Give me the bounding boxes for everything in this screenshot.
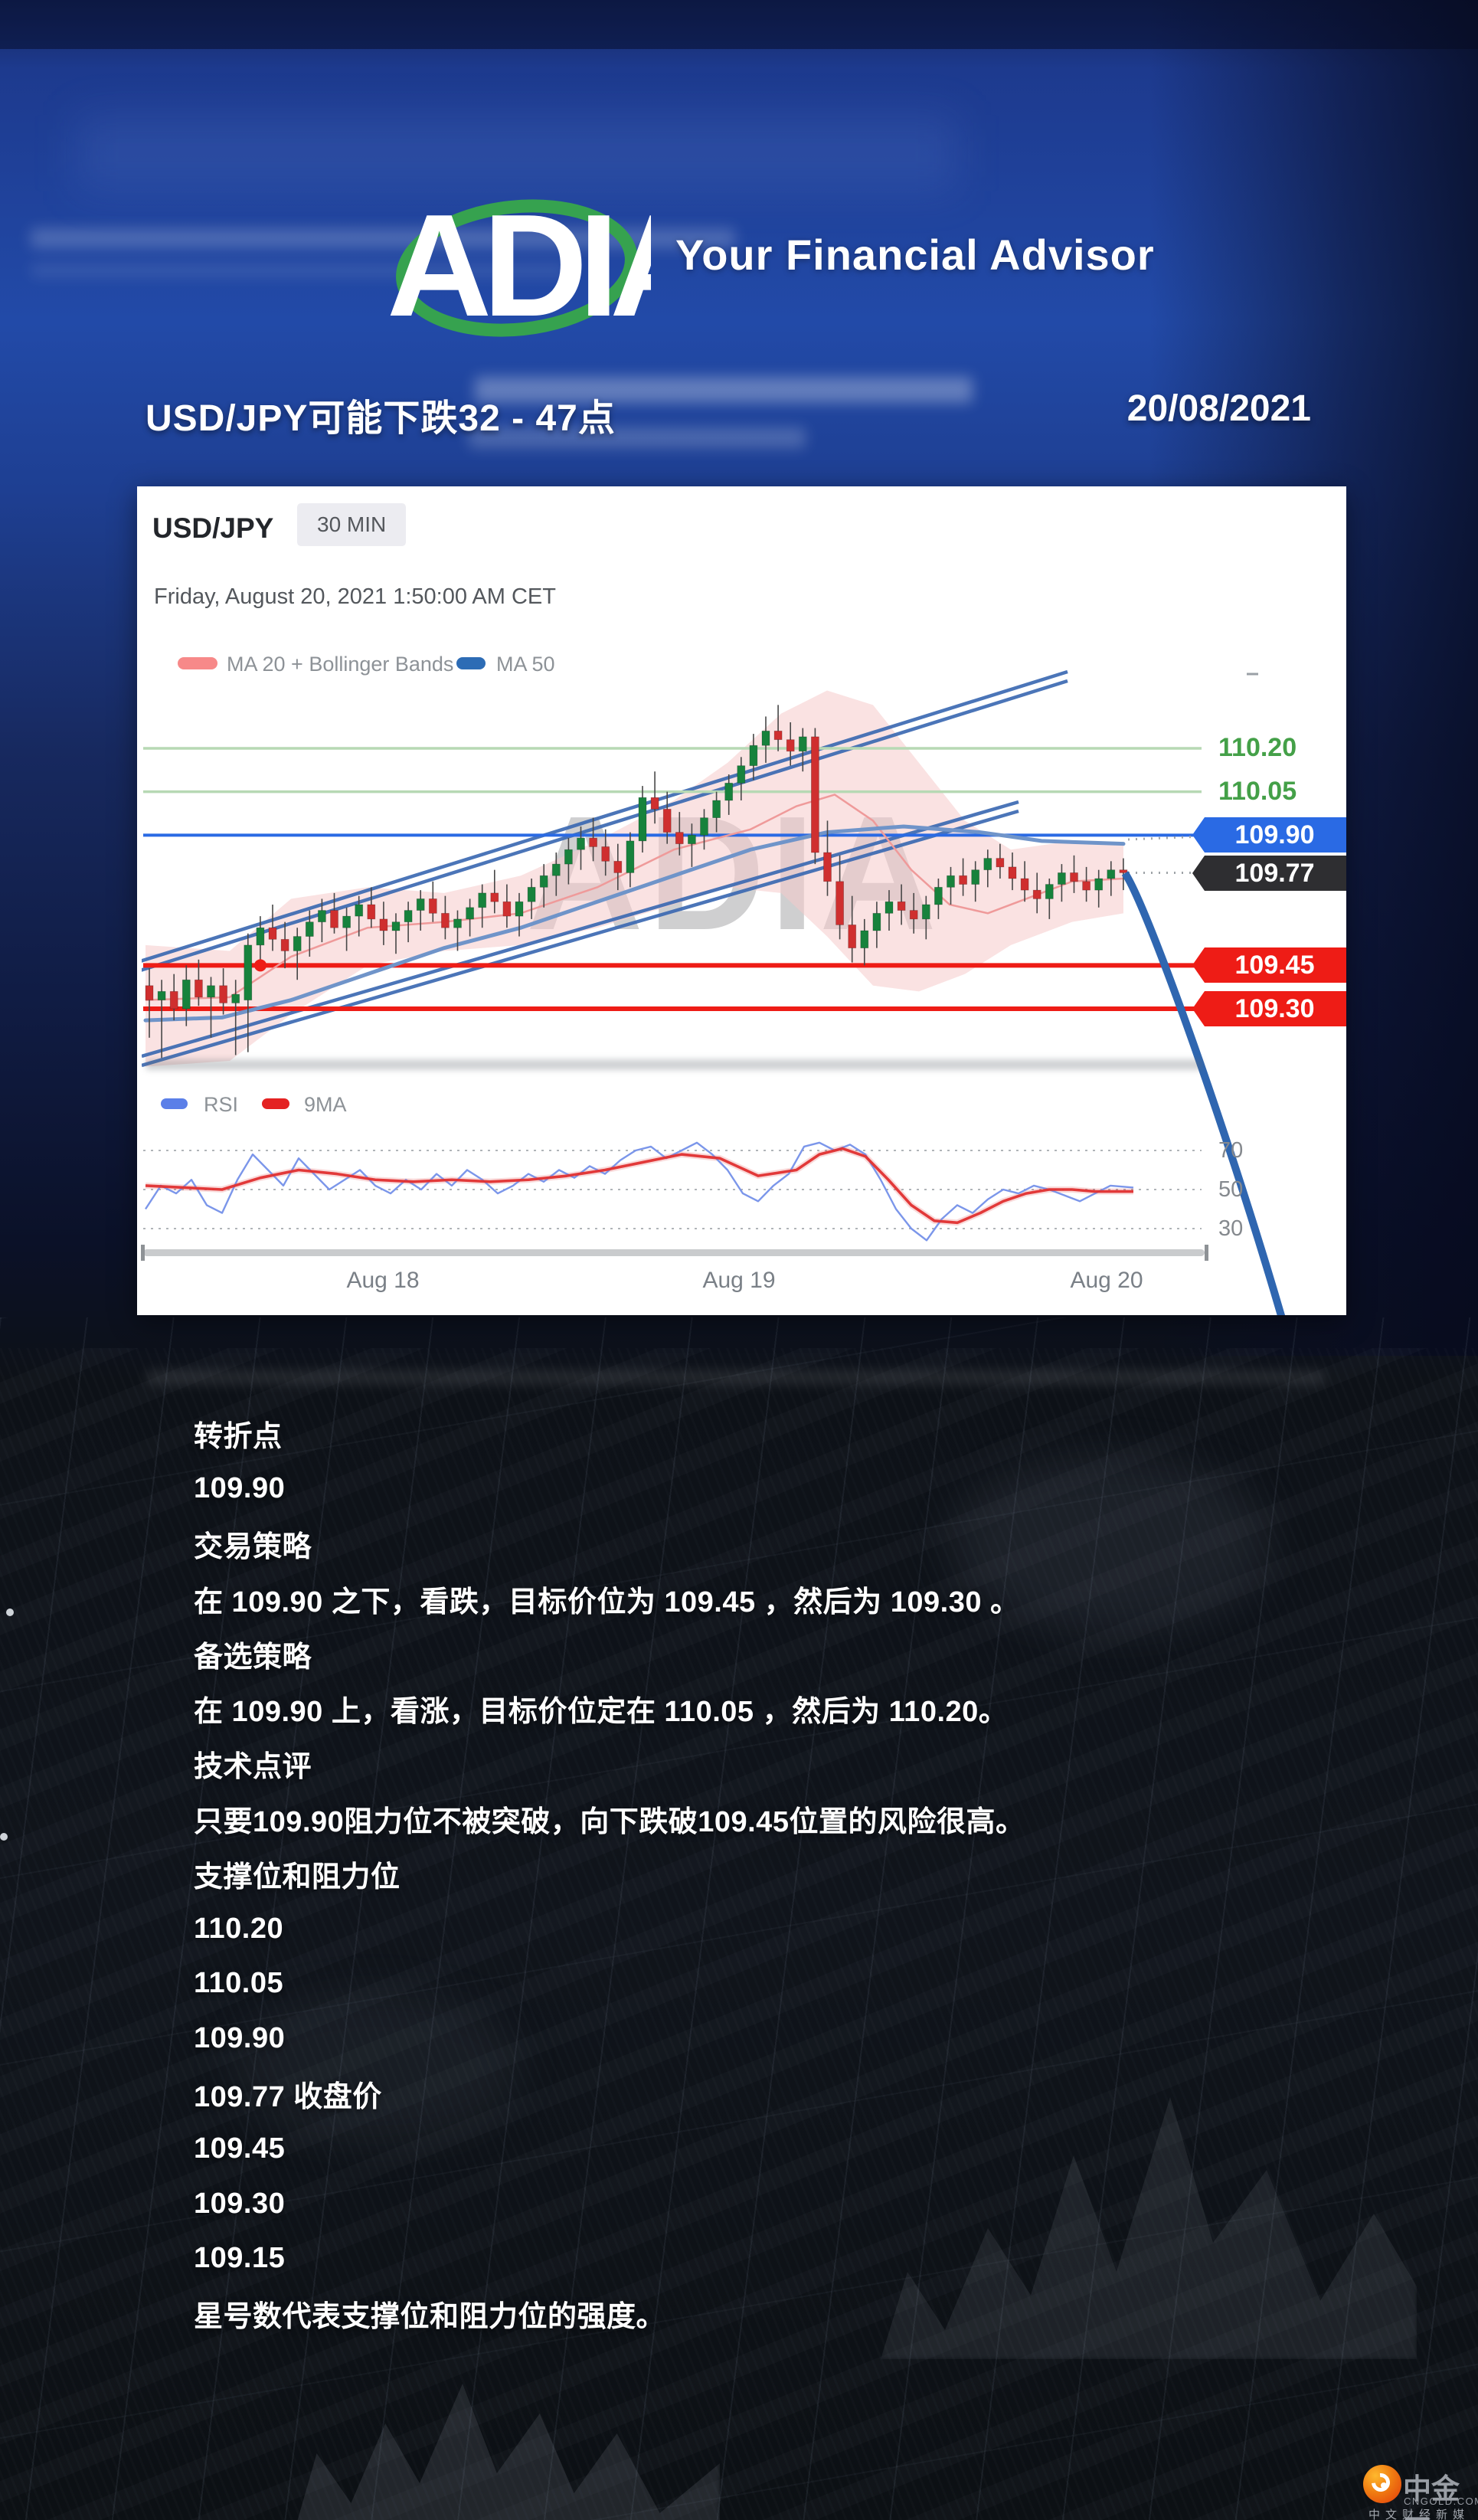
- ma50-legend-swatch: [456, 657, 486, 669]
- background-top-strip: [0, 0, 1478, 49]
- chart-timestamp: Friday, August 20, 2021 1:50:00 AM CET: [154, 584, 556, 609]
- chart-card: ADIA USD/JPY 30 MIN Friday, August 20, 2…: [137, 486, 1346, 1315]
- x-axis-label-aug19: Aug 19: [702, 1268, 776, 1293]
- page-title: USD/JPY可能下跌32 - 47点: [146, 398, 616, 439]
- cngold-tagline: 中文财经新媒体: [1368, 2509, 1470, 2520]
- analysis-line: 109.90: [194, 1472, 286, 1505]
- analysis-line: 109.45: [194, 2132, 286, 2165]
- rsi-ma-legend-label: 9MA: [304, 1093, 347, 1116]
- x-axis-label-aug18: Aug 18: [346, 1268, 420, 1293]
- analysis-line: 109.90: [194, 2022, 286, 2055]
- rsi-level-30: 30: [1218, 1216, 1244, 1241]
- analysis-line: 109.15: [194, 2242, 286, 2275]
- ma20-legend-swatch: [178, 657, 217, 669]
- background-dot: [6, 1609, 14, 1616]
- analysis-line: 110.05: [194, 1967, 284, 2000]
- scrollbar-left-handle[interactable]: [141, 1245, 145, 1261]
- analysis-line: 支撑位和阻力位: [194, 1861, 401, 1893]
- background-chart-silhouette: [291, 2384, 720, 2520]
- scrollbar-right-handle[interactable]: [1205, 1245, 1208, 1261]
- cngold-domain: CNGOLD.COM.CN: [1404, 2495, 1478, 2507]
- rsi-level-50: 50: [1218, 1177, 1244, 1202]
- level-label-110.05: 110.05: [1218, 777, 1297, 806]
- background-blurred-text-row: [146, 1370, 1325, 1385]
- close-tag-109.77: 109.77: [1192, 856, 1346, 891]
- chart-blurred-row: [146, 1059, 1202, 1070]
- chart-scrollbar[interactable]: [143, 1249, 1205, 1256]
- background-dot: [0, 1833, 8, 1841]
- analysis-line: 备选策略: [194, 1641, 312, 1674]
- analysis-line: 109.30: [194, 2187, 286, 2220]
- brand-tagline: Your Financial Advisor: [675, 231, 1155, 279]
- rsi-ma-legend-swatch: [262, 1098, 289, 1109]
- chart-symbol: USD/JPY: [152, 512, 274, 544]
- analysis-line: 技术点评: [194, 1751, 312, 1784]
- ma50-legend-label: MA 50: [496, 653, 555, 676]
- analysis-text-block: 转折点 109.90 交易策略在 109.90 之下，看跌，目标价位为 109.45…: [194, 1406, 1342, 2342]
- analysis-line: 在 109.90 上，看涨，目标价位定在 110.05 ，然后为 110.20。: [194, 1696, 1009, 1729]
- rsi-legend-swatch: [161, 1098, 188, 1109]
- ma20-legend-label: MA 20 + Bollinger Bands: [227, 653, 454, 676]
- cngold-name: 中金网: [1403, 2473, 1460, 2520]
- x-axis-label-aug20: Aug 20: [1070, 1268, 1143, 1293]
- price-chart: [142, 669, 1346, 1315]
- adia-logo-letters: ADIA: [387, 185, 651, 346]
- cngold-logo-swirl-dot: [1381, 2482, 1387, 2489]
- analysis-line: 109.77 收盘价: [194, 2080, 382, 2113]
- rsi-level-70: 70: [1218, 1138, 1244, 1163]
- timeframe-badge[interactable]: 30 MIN: [297, 503, 407, 546]
- rsi-legend-label: RSI: [204, 1093, 239, 1116]
- level-label-110.20: 110.20: [1218, 733, 1297, 762]
- adia-logo: ADIA: [387, 185, 651, 346]
- analysis-line: 星号数代表支撑位和阻力位的强度。: [194, 2301, 666, 2334]
- analysis-line: 只要109.90阻力位不被突破，向下跌破109.45位置的风险很高。: [194, 1805, 1025, 1838]
- pivot-tag-109.90: 109.90: [1192, 817, 1346, 853]
- page-date: 20/08/2021: [1126, 388, 1311, 429]
- analysis-line: 转折点: [194, 1421, 283, 1454]
- support-tag-109.30: 109.30: [1192, 991, 1346, 1026]
- analysis-line: 110.20: [194, 1912, 284, 1945]
- support-tag-109.45: 109.45: [1192, 947, 1346, 983]
- analysis-line: 交易策略: [194, 1530, 312, 1563]
- analysis-line: 在 109.90 之下，看跌，目标价位为 109.45 ，然后为 109.30 …: [194, 1586, 1020, 1618]
